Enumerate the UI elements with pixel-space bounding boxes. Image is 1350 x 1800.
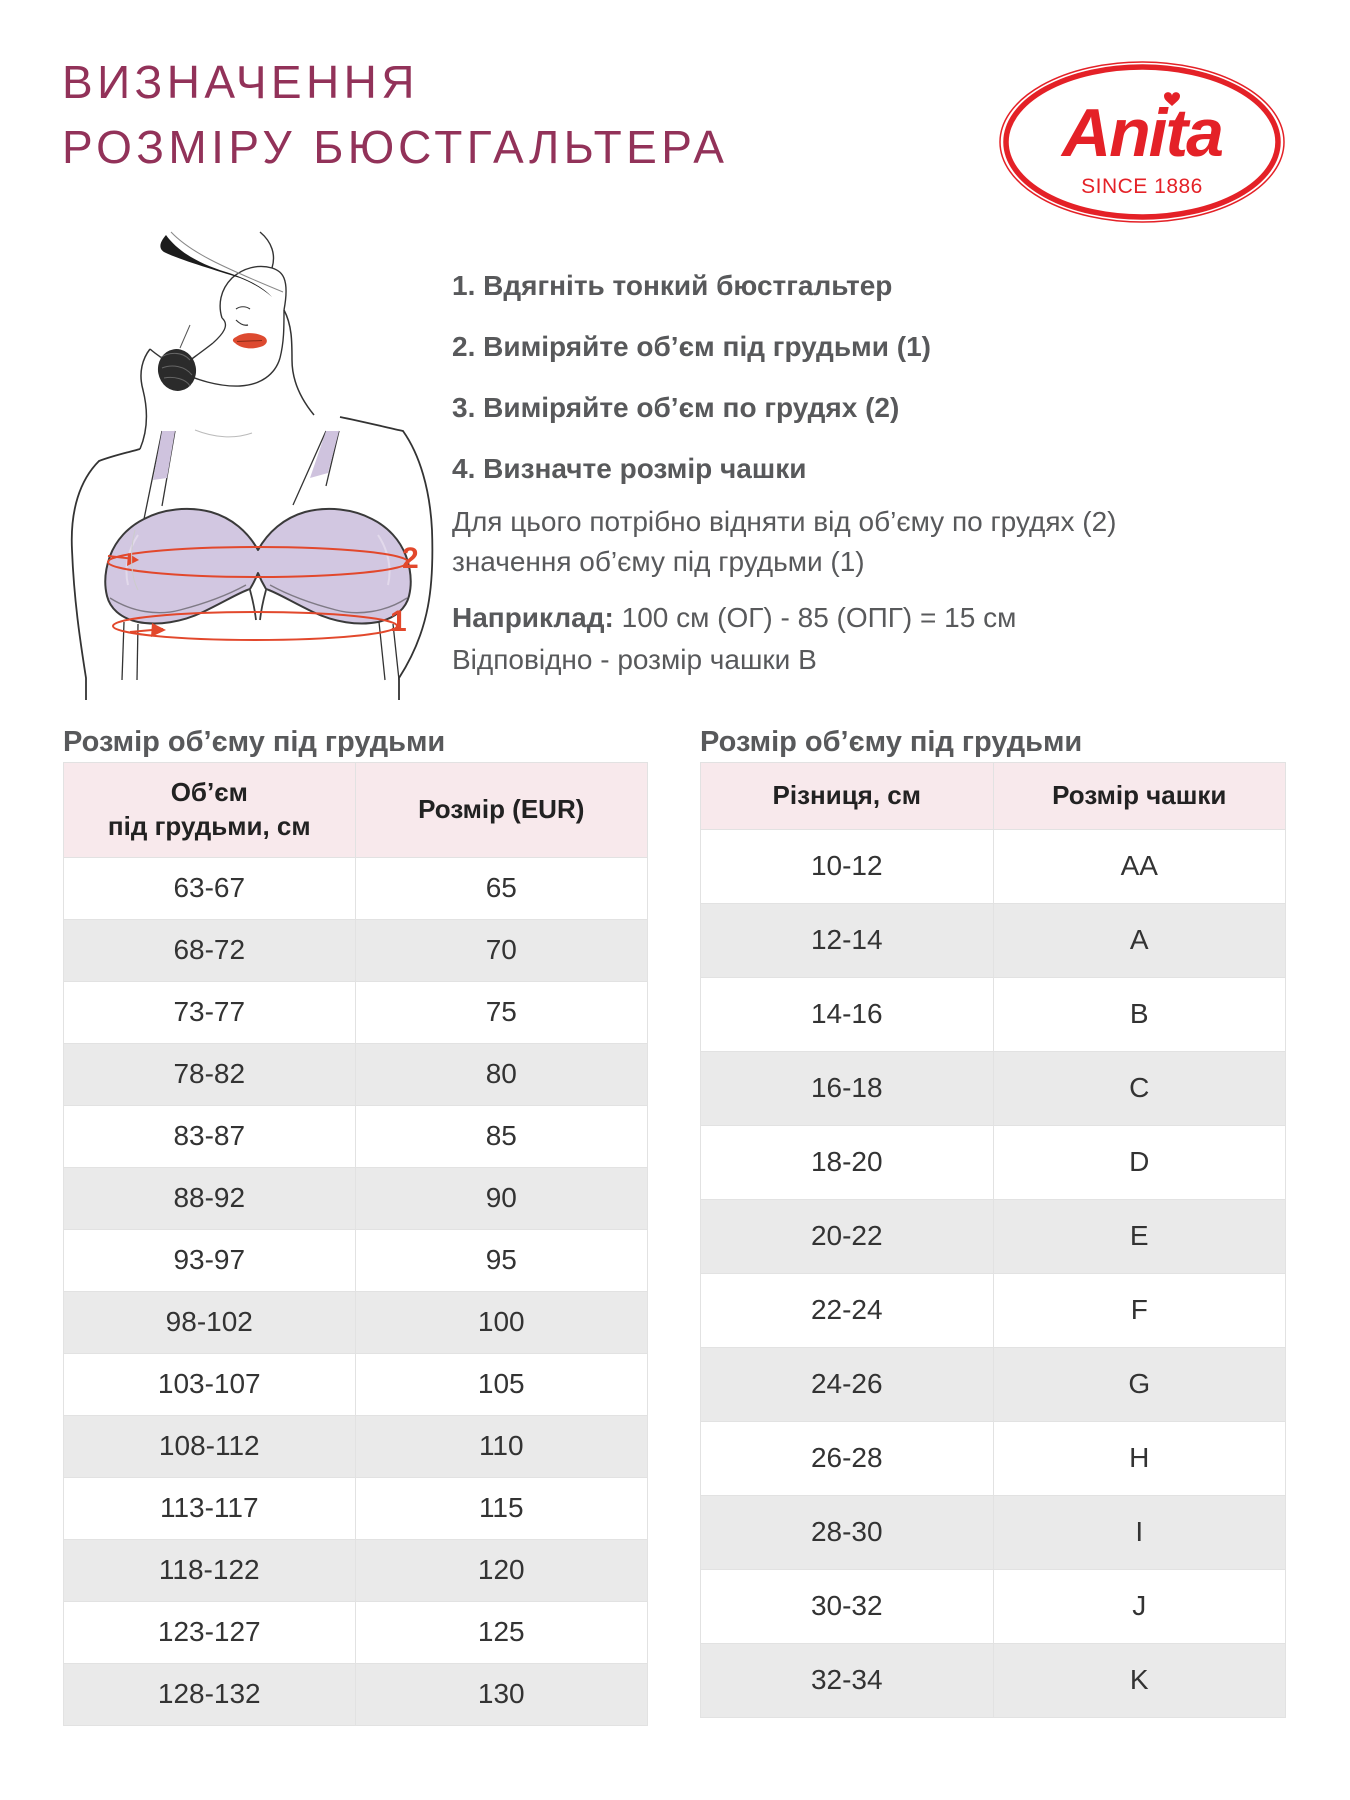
svg-text:SINCE 1886: SINCE 1886 bbox=[1081, 175, 1203, 198]
svg-text:2: 2 bbox=[402, 542, 419, 575]
svg-text:Anita: Anita bbox=[1060, 95, 1222, 171]
svg-text:1: 1 bbox=[390, 605, 407, 638]
